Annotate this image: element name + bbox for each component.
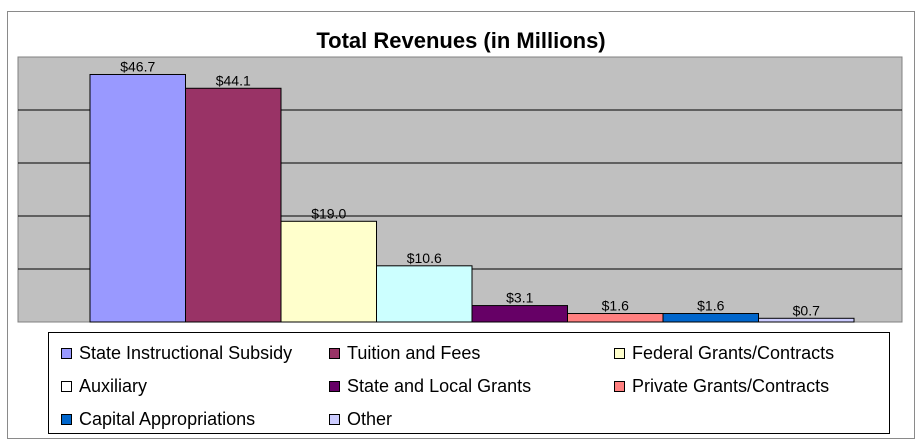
legend-label: Capital Appropriations	[79, 409, 255, 430]
legend-label: Private Grants/Contracts	[632, 376, 829, 397]
legend-swatch	[61, 381, 72, 392]
chart-legend: State Instructional Subsidy Tuition and …	[48, 332, 890, 434]
legend-swatch	[614, 348, 625, 359]
legend-swatch	[61, 348, 72, 359]
legend-item-federal-grants-contracts: Federal Grants/Contracts	[614, 343, 834, 364]
legend-label: Other	[347, 409, 392, 430]
legend-item-capital-appropriations: Capital Appropriations	[61, 409, 255, 430]
legend-label: Federal Grants/Contracts	[632, 343, 834, 364]
legend-label: State and Local Grants	[347, 376, 531, 397]
legend-item-state-and-local-grants: State and Local Grants	[329, 376, 531, 397]
legend-item-other: Other	[329, 409, 392, 430]
chart-title: Total Revenues (in Millions)	[8, 28, 914, 54]
legend-swatch	[329, 381, 340, 392]
legend-item-private-grants-contracts: Private Grants/Contracts	[614, 376, 829, 397]
legend-label: Auxiliary	[79, 376, 147, 397]
legend-swatch	[329, 414, 340, 425]
legend-swatch	[614, 381, 625, 392]
legend-label: Tuition and Fees	[347, 343, 480, 364]
legend-swatch	[329, 348, 340, 359]
legend-label: State Instructional Subsidy	[79, 343, 292, 364]
legend-item-tuition-and-fees: Tuition and Fees	[329, 343, 480, 364]
legend-swatch	[61, 414, 72, 425]
legend-item-auxiliary: Auxiliary	[61, 376, 147, 397]
legend-item-state-instructional-subsidy: State Instructional Subsidy	[61, 343, 292, 364]
